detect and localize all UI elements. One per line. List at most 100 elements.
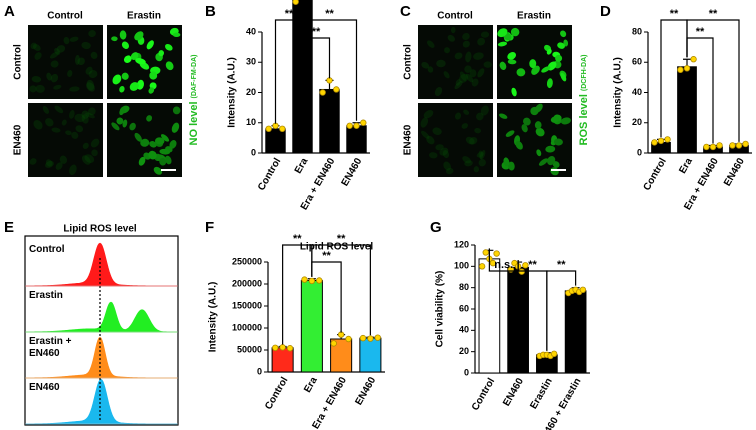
y-tick-label: 60: [459, 303, 469, 313]
cell: [462, 40, 470, 48]
row-header: EN460: [403, 124, 414, 155]
bar: [319, 88, 340, 154]
bar: [265, 128, 286, 154]
cell: [455, 79, 461, 86]
significance-label: **: [528, 259, 537, 271]
data-point: [677, 66, 684, 74]
cell: [44, 160, 54, 168]
data-point: [703, 143, 710, 151]
cell: [529, 59, 537, 69]
cell: [478, 158, 486, 167]
data-point: [493, 250, 500, 257]
micrograph: [418, 25, 493, 99]
cell: [478, 150, 484, 160]
significance-label: **: [557, 259, 566, 271]
cell: [474, 127, 482, 134]
panel-label: G: [430, 219, 442, 236]
cell: [515, 140, 523, 150]
cell: [135, 58, 146, 65]
data-point: [272, 344, 279, 351]
bar: [300, 279, 323, 373]
cell: [54, 48, 61, 55]
cell: [473, 52, 484, 60]
cell: [505, 130, 515, 137]
data-point: [346, 122, 353, 129]
bar: [359, 337, 382, 373]
y-tick-label: 0: [251, 147, 256, 157]
data-point: [367, 335, 374, 342]
cell: [69, 109, 75, 119]
bar: [346, 125, 367, 154]
data-point: [690, 56, 697, 63]
cell: [421, 61, 430, 69]
cell: [134, 31, 144, 41]
cell: [56, 45, 66, 53]
cell: [172, 32, 181, 38]
cell: [476, 151, 485, 158]
significance-label: **: [293, 233, 302, 245]
cell: [129, 122, 136, 131]
cell: [476, 112, 484, 121]
significance-bracket: [686, 19, 740, 142]
data-point: [518, 268, 525, 275]
cell: [85, 112, 95, 119]
cell: [508, 161, 515, 171]
y-tick-label: 40: [632, 87, 642, 97]
y-tick-label: 150000: [232, 300, 262, 310]
cell: [149, 71, 158, 80]
cell: [483, 61, 492, 68]
significance-label: **: [325, 8, 334, 20]
panel-label: C: [400, 3, 411, 20]
cell: [86, 79, 95, 91]
cell: [538, 158, 549, 166]
column-header: Erastin: [127, 11, 161, 22]
cell: [32, 44, 41, 51]
y-axis-label: Cell viability (%): [435, 271, 446, 348]
cell: [42, 105, 50, 114]
cell: [546, 48, 552, 55]
cell: [507, 52, 516, 60]
cell: [435, 144, 444, 151]
stain-label: NO level (DAF-FM-DA): [188, 55, 200, 146]
cell: [111, 122, 120, 131]
bar: [677, 66, 697, 154]
cell: [499, 61, 507, 71]
cell: [33, 120, 43, 130]
row-label-box: Erastin: [29, 290, 63, 301]
cell: [86, 82, 95, 92]
probe-name: (DAF-FM-DA): [191, 55, 198, 99]
cell: [428, 152, 438, 159]
cell: [65, 130, 72, 136]
cell: [172, 106, 181, 115]
cell: [121, 72, 129, 80]
row-label-box: EN460: [29, 382, 60, 393]
cell: [75, 54, 80, 65]
cell: [69, 36, 79, 42]
cell: [477, 68, 485, 78]
data-point: [683, 65, 691, 72]
cell: [81, 110, 90, 119]
cell: [534, 121, 542, 129]
cell: [119, 107, 125, 116]
panel-label: B: [205, 3, 216, 20]
data-point: [359, 334, 367, 342]
cell: [155, 137, 165, 145]
data-point: [716, 142, 723, 149]
cell: [454, 81, 463, 90]
cell: [426, 40, 435, 48]
data-point: [330, 340, 337, 347]
significance-label: n.s.: [494, 259, 513, 271]
cell: [536, 149, 542, 157]
cell: [171, 122, 180, 133]
flow-frame: [24, 235, 179, 426]
cell: [464, 160, 473, 167]
cell: [541, 66, 551, 73]
cell: [560, 30, 567, 38]
cell: [81, 41, 91, 50]
cell: [427, 66, 434, 73]
cell: [81, 155, 91, 165]
cell: [439, 147, 449, 156]
cell: [420, 130, 430, 139]
cell: [51, 127, 61, 133]
